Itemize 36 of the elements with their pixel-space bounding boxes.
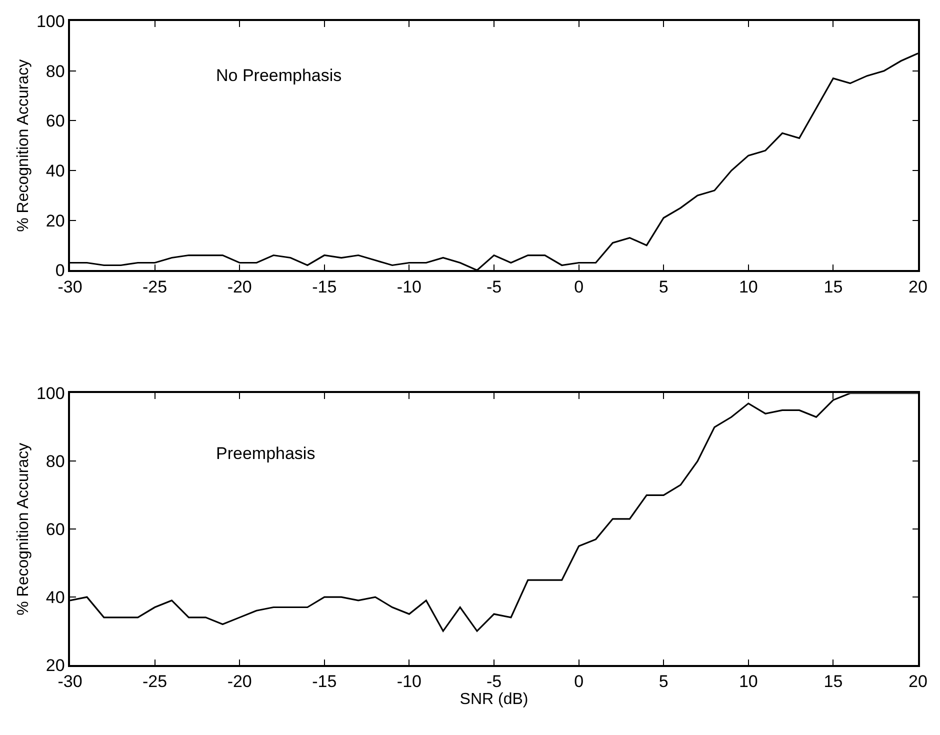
x-tick-label: -30: [58, 672, 82, 692]
annotation: Preemphasis: [216, 444, 316, 463]
x-tick-label: 10: [738, 277, 758, 296]
x-tick-label: 15: [824, 672, 843, 692]
x-axis-title: SNR (dB): [460, 691, 528, 708]
x-tick-label: 20: [908, 672, 928, 692]
x-tick-label: -25: [142, 672, 168, 692]
y-axis-title: % Recognition Accuracy: [14, 59, 32, 232]
y-tick-label: 80: [46, 452, 65, 472]
y-tick-label: 80: [46, 62, 65, 81]
x-tick-label: -15: [312, 672, 337, 692]
x-tick-label: 10: [738, 672, 758, 692]
x-tick-label: 0: [574, 672, 584, 692]
x-tick-label: 5: [658, 277, 668, 296]
y-tick-label: 100: [36, 384, 65, 404]
annotation: No Preemphasis: [216, 66, 342, 85]
y-tick-label: 60: [46, 520, 65, 540]
x-tick-label: -5: [486, 277, 502, 296]
y-tick-label: 60: [46, 112, 65, 131]
y-tick-label: 20: [46, 656, 65, 675]
y-tick-label: 100: [36, 12, 65, 31]
x-tick-label: -20: [227, 672, 252, 692]
x-tick-label: 20: [908, 277, 928, 296]
x-tick-label: 15: [824, 277, 843, 296]
x-tick-label: -10: [396, 277, 422, 296]
x-tick-label: -20: [227, 277, 252, 296]
x-tick-label: -15: [312, 277, 337, 296]
x-tick-label: -25: [142, 277, 168, 296]
x-tick-label: 5: [658, 672, 668, 692]
y-axis-title: % Recognition Accuracy: [14, 442, 32, 616]
y-tick-label: 20: [46, 211, 65, 230]
y-tick-label: 40: [46, 588, 65, 608]
y-tick-label: 40: [46, 161, 65, 180]
x-tick-label: -5: [486, 672, 502, 692]
x-tick-label: 0: [574, 277, 584, 296]
x-tick-label: -10: [396, 672, 422, 692]
